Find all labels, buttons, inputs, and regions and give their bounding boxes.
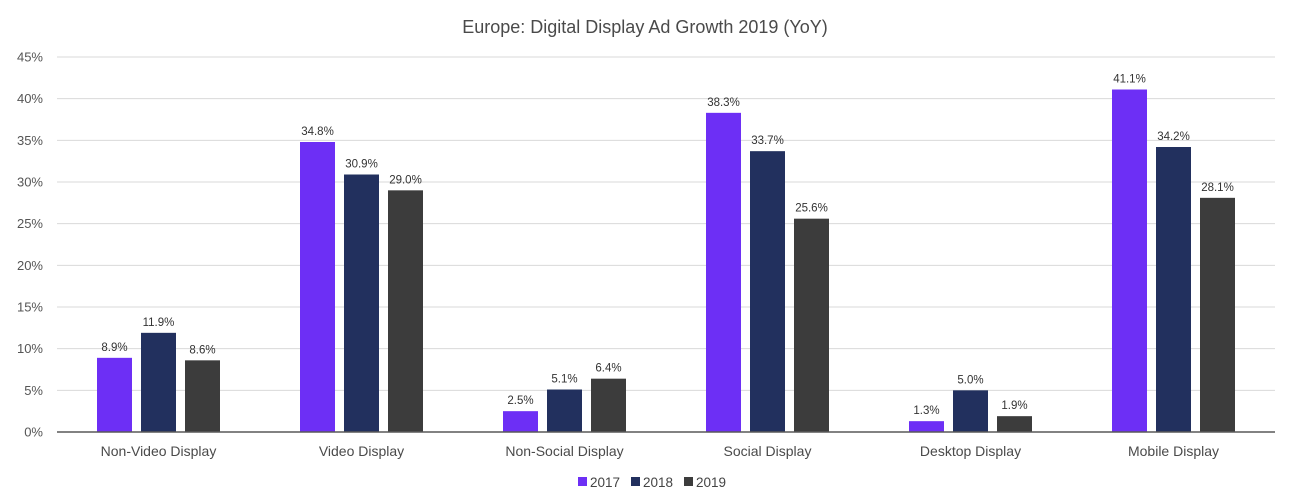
data-label: 38.3%	[707, 97, 740, 109]
legend-item-2017: 2017	[578, 475, 620, 490]
data-label: 2.5%	[507, 395, 533, 407]
legend-label: 2018	[643, 475, 673, 490]
chart-title: Europe: Digital Display Ad Growth 2019 (…	[462, 17, 828, 37]
data-label: 11.9%	[143, 317, 175, 329]
data-label: 41.1%	[1113, 74, 1146, 86]
y-tick-label: 25%	[17, 216, 43, 231]
data-label: 5.0%	[957, 374, 983, 386]
bar-2019	[997, 416, 1032, 432]
legend-label: 2019	[696, 475, 726, 490]
data-label: 30.9%	[345, 159, 378, 171]
data-label: 28.1%	[1201, 182, 1234, 194]
x-tick-label: Desktop Display	[920, 443, 1021, 459]
data-label: 8.6%	[189, 344, 215, 356]
data-label: 33.7%	[751, 135, 784, 147]
x-tick-label: Social Display	[724, 443, 812, 459]
y-tick-label: 0%	[24, 425, 43, 440]
gridlines	[57, 56, 1275, 391]
y-tick-label: 30%	[17, 175, 43, 190]
y-tick-label: 20%	[17, 258, 43, 273]
data-label: 29.0%	[389, 174, 422, 186]
data-label: 1.9%	[1001, 400, 1027, 412]
bars	[97, 89, 1235, 432]
x-tick-label: Mobile Display	[1128, 443, 1219, 459]
x-tick-label: Non-Video Display	[101, 443, 217, 459]
y-tick-label: 15%	[17, 300, 43, 315]
data-label: 8.9%	[101, 342, 127, 354]
y-tick-label: 35%	[17, 133, 43, 148]
x-tick-label: Video Display	[319, 443, 404, 459]
data-labels: 8.9% 11.9% 8.6% 34.8% 30.9% 29.0% 2.5% 5.1% 6.4%…	[101, 74, 1233, 418]
bar-2018	[344, 174, 379, 432]
data-label: 6.4%	[595, 363, 621, 375]
bar-2018	[750, 151, 785, 432]
bar-2017	[909, 421, 944, 432]
x-axis-ticks: Non-Video Display Video Display Non-Social…	[101, 443, 1219, 459]
data-label: 34.2%	[1157, 131, 1190, 143]
bar-2019	[1200, 197, 1235, 432]
bar-2018	[141, 332, 176, 432]
legend-label: 2017	[590, 475, 620, 490]
y-tick-label: 5%	[24, 383, 43, 398]
y-tick-label: 40%	[17, 91, 43, 106]
x-tick-label: Non-Social Display	[505, 443, 623, 459]
bar-2019	[794, 218, 829, 432]
bar-2019	[185, 360, 220, 432]
y-tick-label: 10%	[17, 341, 43, 356]
bar-2019	[388, 190, 423, 432]
bar-2018	[1156, 147, 1191, 432]
data-label: 25.6%	[795, 203, 828, 215]
y-tick-label: 45%	[17, 50, 43, 65]
legend: 2017 2018 2019	[578, 475, 726, 490]
data-label: 34.8%	[301, 126, 334, 138]
bar-2018	[547, 389, 582, 432]
bar-2017	[706, 112, 741, 432]
bar-2017	[300, 142, 335, 432]
legend-swatch	[684, 477, 693, 486]
bar-2019	[591, 378, 626, 432]
bar-2017	[503, 411, 538, 432]
legend-swatch	[631, 477, 640, 486]
bar-2018	[953, 390, 988, 432]
y-axis-ticks: 0% 5% 10% 15% 20% 25% 30% 35% 40% 45%	[17, 50, 43, 440]
data-label: 5.1%	[551, 374, 577, 386]
bar-2017	[97, 357, 132, 432]
data-label: 1.3%	[913, 405, 939, 417]
bar-2017	[1112, 89, 1147, 432]
legend-item-2018: 2018	[631, 475, 673, 490]
legend-swatch	[578, 477, 587, 486]
legend-item-2019: 2019	[684, 475, 726, 490]
